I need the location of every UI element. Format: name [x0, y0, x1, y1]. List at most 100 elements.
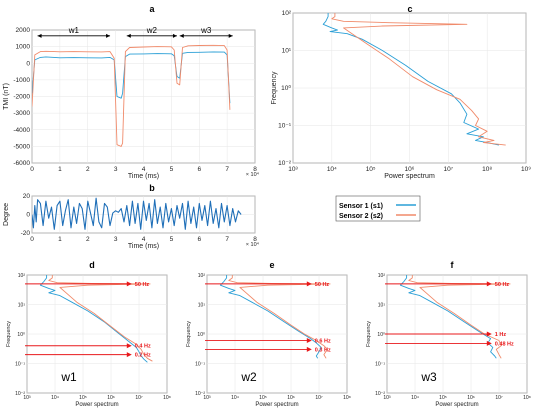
- y-tick-label: 0: [26, 60, 30, 67]
- x-tick-label: 10⁴: [51, 395, 59, 401]
- series-line-1: [399, 275, 497, 359]
- x-tick-label: 6: [197, 236, 201, 243]
- x-tick-label: 7: [225, 166, 229, 173]
- frequency-marker-arrow: [126, 352, 132, 358]
- x-tick-label: 0: [30, 166, 34, 173]
- x-tick-label: 10⁹: [521, 166, 531, 173]
- frequency-marker-label: 0.6 Hz: [315, 339, 331, 345]
- x-tick-label: 2: [86, 236, 90, 243]
- panel-label: c: [407, 4, 412, 14]
- x-tick-label: 10⁶: [287, 395, 295, 401]
- frequency-marker-label: 50 Hz: [495, 282, 510, 288]
- arrowhead-right: [106, 33, 111, 38]
- y-axis-label: Frequency: [186, 321, 192, 347]
- arrowhead-right: [228, 33, 233, 38]
- series-line-1: [39, 275, 148, 363]
- panel-label: f: [451, 260, 455, 270]
- x-tick-label: 4: [142, 236, 146, 243]
- panel-e: e 10³ 10⁴ 10⁵ 10⁶ 10⁷ 10⁸ 10⁻² 10⁻¹ 10⁰ 10¹ 10² Powe…: [186, 260, 351, 408]
- y-tick-label: 10²: [18, 273, 26, 279]
- y-axis-label: TMI (nT): [3, 83, 10, 110]
- x-tick-label: 10³: [23, 395, 31, 401]
- x-tick-label: 2: [86, 166, 90, 173]
- window-label: w1: [68, 26, 80, 35]
- y-tick-label: 10⁻¹: [278, 123, 292, 130]
- frequency-marker-arrow: [126, 343, 132, 349]
- x-tick-label: 10⁴: [411, 395, 419, 401]
- frequency-marker-label: 50 Hz: [135, 282, 150, 288]
- x-tick-label: 10⁴: [231, 395, 239, 401]
- window-name-label: w1: [60, 370, 77, 384]
- y-tick-label: 2000: [16, 27, 31, 34]
- series-line-1: [322, 13, 499, 146]
- x-tick-label: 10⁷: [315, 395, 323, 401]
- x-exponent-label: × 10⁴: [246, 241, 260, 248]
- y-axis-label: Degree: [3, 203, 10, 226]
- x-tick-label: 10⁷: [135, 395, 143, 401]
- x-axis-label: Time (ms): [128, 243, 159, 250]
- x-axis-label: Power spectrum: [75, 402, 118, 408]
- panel-label: d: [89, 260, 95, 270]
- x-tick-label: 8: [253, 236, 257, 243]
- y-tick-label: 10⁻¹: [15, 362, 25, 368]
- series-line-2: [228, 275, 331, 359]
- x-tick-label: 10⁴: [327, 166, 337, 173]
- y-tick-label: 20: [23, 193, 31, 200]
- frequency-marker-label: 1 Hz: [495, 332, 507, 338]
- legend-label: Sensor 2 (s2): [339, 213, 383, 220]
- frequency-marker-label: 50 Hz: [315, 282, 330, 288]
- frequency-marker-arrow: [486, 331, 492, 337]
- y-tick-label: -3000: [13, 110, 30, 117]
- x-tick-label: 3: [114, 236, 118, 243]
- y-tick-label: 10⁻²: [278, 160, 292, 167]
- y-tick-label: 10¹: [282, 48, 292, 55]
- y-tick-label: 10²: [282, 10, 292, 17]
- y-tick-label: 10¹: [198, 303, 206, 309]
- x-tick-label: 10⁵: [259, 395, 267, 401]
- x-tick-label: 10⁸: [343, 395, 351, 401]
- frequency-marker-arrow: [306, 338, 312, 344]
- window-label: w3: [200, 26, 212, 35]
- panel-c: c 10³ 10⁴ 10⁵ 10⁶ 10⁷ 10⁸ 10⁹ 10⁻² 10⁻¹ 10⁰ 10¹ 10² P…: [271, 4, 531, 180]
- y-tick-label: -20: [21, 230, 31, 237]
- panel-label: e: [269, 260, 274, 270]
- window-name-label: w3: [420, 370, 437, 384]
- x-axis-label: Power spectrum: [435, 402, 478, 408]
- x-tick-label: 10⁷: [444, 166, 454, 173]
- y-tick-label: -1000: [13, 77, 30, 84]
- series-line-1: [32, 197, 242, 230]
- y-tick-label: 10⁰: [17, 332, 25, 338]
- y-tick-label: -5000: [13, 143, 30, 150]
- x-tick-label: 6: [197, 166, 201, 173]
- y-axis-label: Frequency: [366, 321, 372, 347]
- panel-label: b: [149, 183, 155, 193]
- panel-a: a 0 1 2 3 4 5 6 7 8 -6000 -5000 -4000 -3000 -2000 -1000…: [3, 4, 260, 180]
- x-tick-label: 10⁶: [405, 166, 415, 173]
- arrowhead-left: [179, 33, 184, 38]
- y-tick-label: 10²: [378, 273, 386, 279]
- x-tick-label: 10⁷: [495, 395, 503, 401]
- x-exponent-label: × 10⁴: [246, 171, 260, 178]
- frequency-marker-arrow: [486, 340, 492, 346]
- y-tick-label: 10⁻¹: [375, 362, 385, 368]
- x-tick-label: 8: [253, 166, 257, 173]
- x-tick-label: 10⁶: [107, 395, 115, 401]
- x-tick-label: 1: [58, 236, 62, 243]
- x-tick-label: 10⁵: [366, 166, 376, 173]
- x-tick-label: 3: [114, 166, 118, 173]
- panel-f: f 10³ 10⁴ 10⁵ 10⁶ 10⁷ 10⁸ 10⁻² 10⁻¹ 10⁰ 10¹ 10² Powe…: [366, 260, 531, 408]
- x-tick-label: 10⁶: [467, 395, 475, 401]
- x-tick-label: 4: [142, 166, 146, 173]
- x-tick-label: 5: [170, 166, 174, 173]
- y-tick-label: 10⁰: [281, 84, 291, 92]
- y-tick-label: 10⁰: [197, 332, 205, 338]
- x-tick-label: 10⁸: [482, 166, 492, 173]
- legend-box: [335, 195, 421, 222]
- x-tick-label: 7: [225, 236, 229, 243]
- panel-d: d 10³ 10⁴ 10⁵ 10⁶ 10⁷ 10⁸ 10⁻² 10⁻¹ 10⁰ 10¹ 10² Powe…: [6, 260, 171, 408]
- series-line-2: [48, 275, 153, 362]
- frequency-marker-arrow: [306, 281, 312, 287]
- frequency-marker-label: 0.3 Hz: [315, 347, 331, 353]
- y-tick-label: 10¹: [378, 303, 386, 309]
